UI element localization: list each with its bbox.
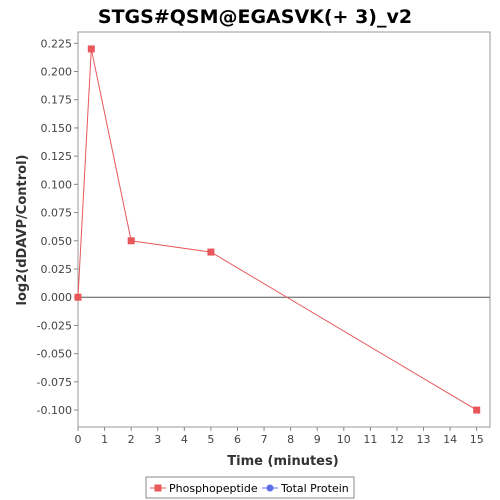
y-tick-label: 0.000 [41, 291, 73, 304]
y-tick-label: -0.050 [37, 348, 72, 361]
x-axis-ticks: 0 1 2 3 4 5 6 7 8 9 10 11 12 13 14 15 [75, 427, 484, 446]
y-axis-label: log2(dDAVP/Control) [15, 155, 30, 306]
y-tick-label: -0.025 [37, 319, 72, 332]
legend-label-total-protein: Total Protein [280, 482, 349, 495]
y-tick-label: 0.200 [41, 66, 73, 79]
y-axis-ticks: -0.100 -0.075 -0.050 -0.025 0.000 0.025 0.050 0… [37, 37, 78, 417]
legend-marker-total-protein [266, 484, 274, 492]
x-tick-label: 5 [207, 433, 214, 446]
y-tick-label: 0.125 [41, 150, 73, 163]
legend-marker-phosphopeptide [154, 484, 162, 492]
x-tick-label: 2 [128, 433, 135, 446]
x-tick-label: 14 [443, 433, 457, 446]
y-tick-label: -0.075 [37, 376, 72, 389]
y-tick-label: 0.150 [41, 122, 73, 135]
series-layer [74, 45, 481, 414]
x-tick-label: 15 [470, 433, 484, 446]
x-tick-label: 6 [234, 433, 241, 446]
y-tick-label: 0.025 [41, 263, 73, 276]
x-tick-label: 0 [75, 433, 82, 446]
y-tick-label: 0.225 [41, 37, 73, 50]
x-tick-label: 1 [101, 433, 108, 446]
data-point [74, 293, 82, 301]
x-tick-label: 11 [363, 433, 377, 446]
x-tick-label: 9 [314, 433, 321, 446]
x-tick-label: 10 [337, 433, 351, 446]
chart-title: STGS#QSM@EGASVK(+ 3)_v2 [98, 6, 412, 28]
x-tick-label: 3 [154, 433, 161, 446]
x-tick-label: 4 [181, 433, 188, 446]
y-tick-label: 0.075 [41, 207, 73, 220]
data-point [87, 45, 95, 53]
x-tick-label: 13 [417, 433, 431, 446]
data-point [207, 248, 215, 256]
legend: Phosphopeptide Total Protein [145, 476, 355, 499]
legend-box [145, 476, 355, 499]
x-tick-label: 7 [261, 433, 268, 446]
x-axis-label: Time (minutes) [227, 454, 338, 469]
data-point [127, 237, 135, 245]
legend-label-phosphopeptide: Phosphopeptide [169, 482, 258, 495]
data-point [473, 406, 481, 414]
y-tick-label: -0.100 [37, 404, 72, 417]
x-tick-label: 12 [390, 433, 404, 446]
y-tick-label: 0.100 [41, 178, 73, 191]
y-tick-label: 0.175 [41, 94, 73, 107]
x-tick-label: 8 [287, 433, 294, 446]
y-tick-label: 0.050 [41, 235, 73, 248]
plot-area [77, 31, 491, 428]
